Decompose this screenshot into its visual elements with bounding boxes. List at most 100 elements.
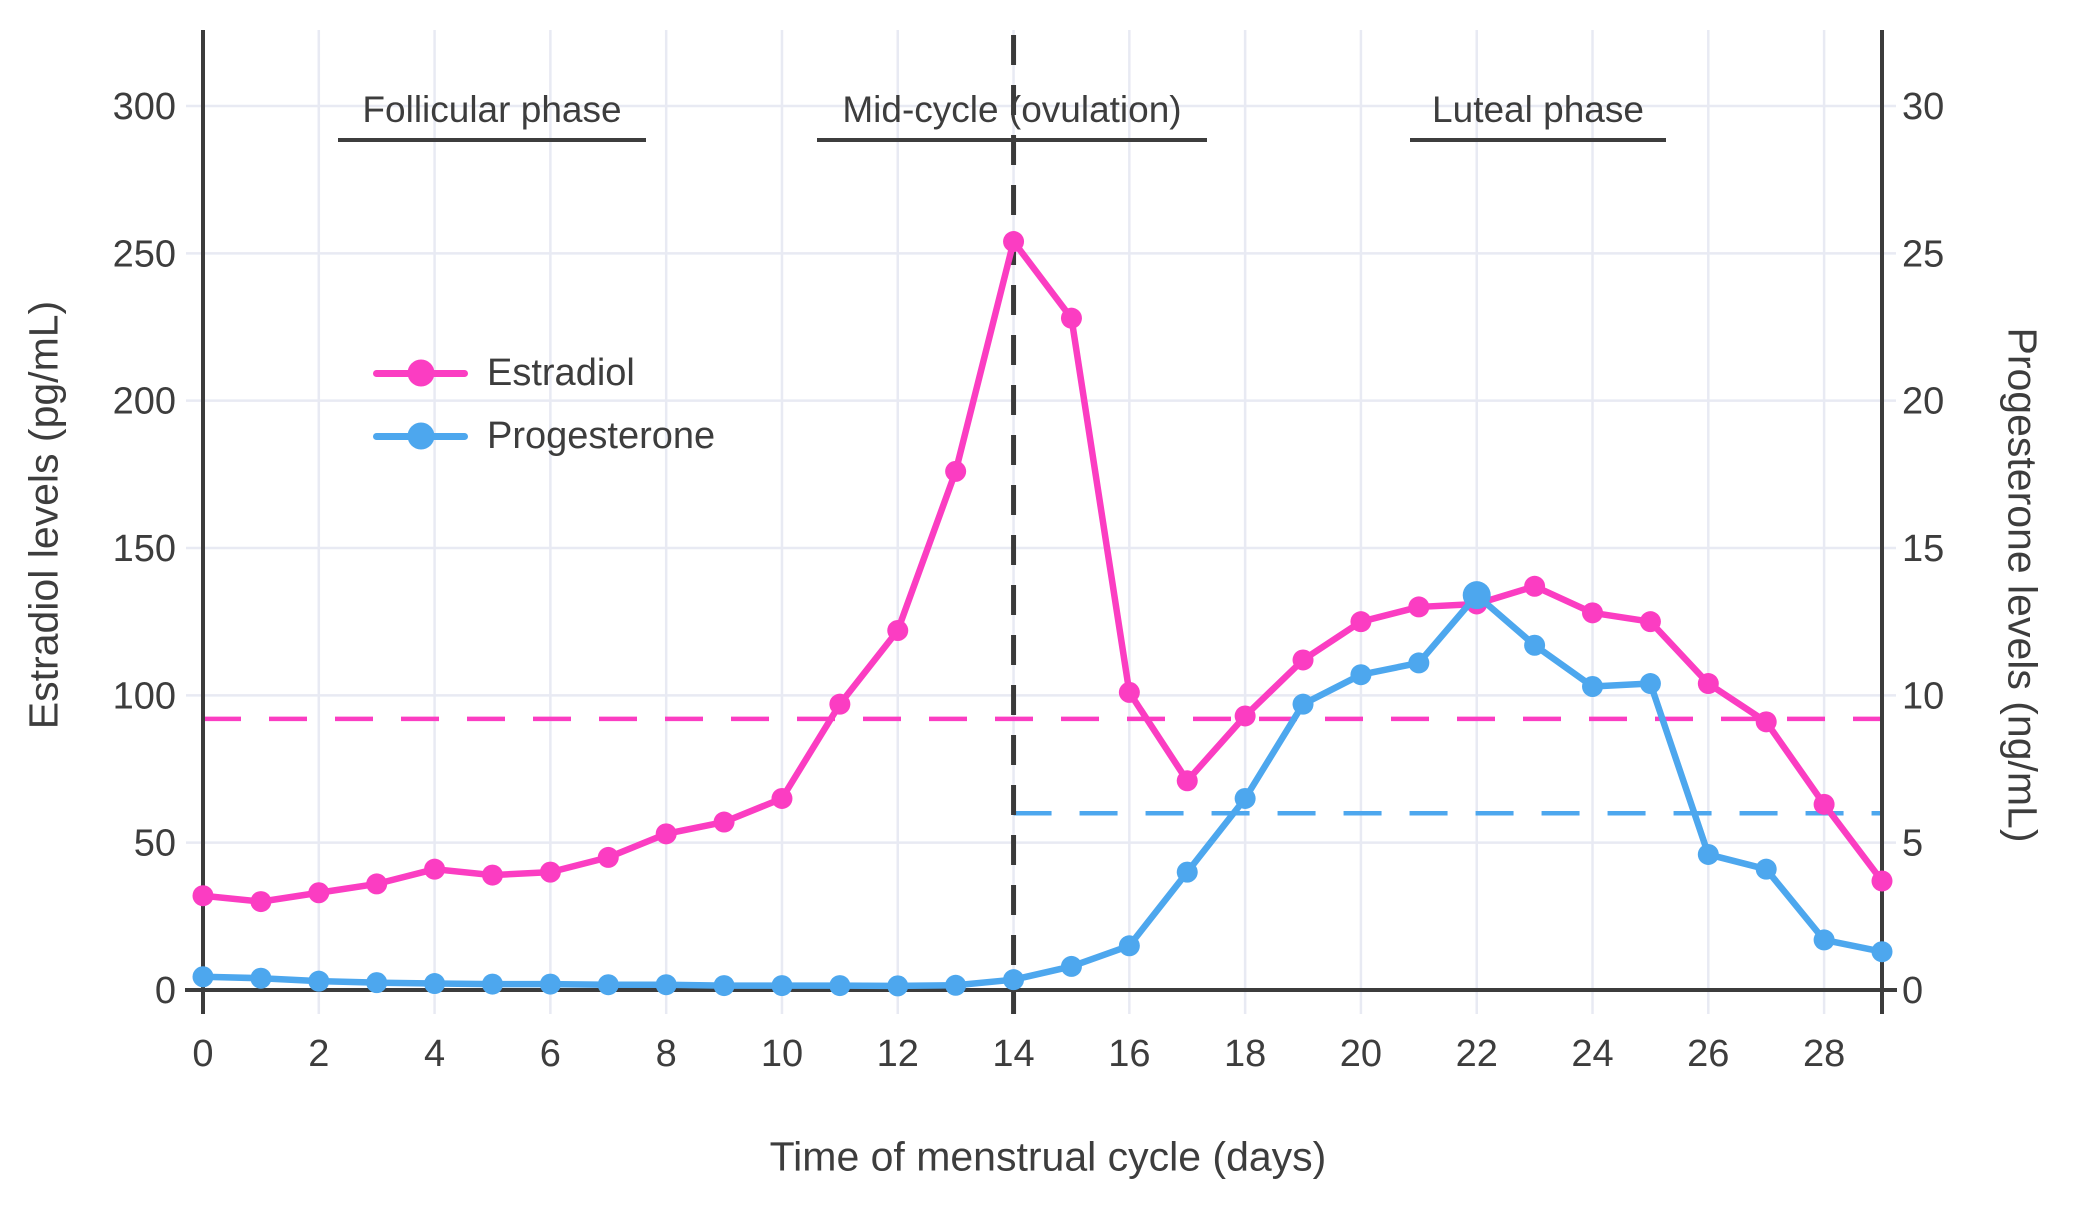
y-right-tick-label: 25 xyxy=(1902,233,1944,275)
estradiol-point xyxy=(1871,870,1893,892)
estradiol-point xyxy=(597,846,619,868)
progesterone-point xyxy=(481,973,503,995)
estradiol-point xyxy=(1176,770,1198,792)
estradiol-line-marker-icon xyxy=(373,359,468,387)
y-left-tick-label: 100 xyxy=(113,675,176,717)
progesterone-point xyxy=(655,974,677,996)
estradiol-point xyxy=(1408,596,1430,618)
progesterone-point xyxy=(1697,843,1719,865)
x-tick-label: 24 xyxy=(1571,1033,1613,1075)
x-tick-label: 4 xyxy=(424,1033,445,1075)
progesterone-point xyxy=(1524,634,1546,656)
estradiol-point xyxy=(945,460,967,482)
estradiol-point xyxy=(829,693,851,715)
progesterone-point xyxy=(1292,693,1314,715)
estradiol-point xyxy=(1639,611,1661,633)
y-right-tick-label: 20 xyxy=(1902,381,1944,423)
y-left-tick-label: 250 xyxy=(113,233,176,275)
progesterone-point xyxy=(1813,929,1835,951)
progesterone-point xyxy=(308,970,330,992)
estradiol-point xyxy=(1003,231,1025,253)
x-tick-label: 22 xyxy=(1456,1033,1498,1075)
estradiol-point xyxy=(887,620,909,642)
y-axis-title-right: Progesterone levels (ng/mL) xyxy=(1999,327,2046,843)
progesterone-point xyxy=(1350,664,1372,686)
x-tick-label: 14 xyxy=(992,1033,1034,1075)
progesterone-point xyxy=(1003,969,1025,991)
phase-label-follicular: Follicular phase xyxy=(362,89,622,130)
progesterone-point xyxy=(1234,787,1256,809)
legend-item-progesterone: Progesterone xyxy=(373,412,715,460)
y-right-tick-label: 15 xyxy=(1902,528,1944,570)
y-left-tick-label: 50 xyxy=(134,823,176,865)
phase-underline-follicular xyxy=(338,138,646,142)
estradiol-point xyxy=(1118,681,1140,703)
progesterone-point xyxy=(1060,955,1082,977)
estradiol-point xyxy=(771,787,793,809)
progesterone-point xyxy=(771,975,793,997)
x-tick-label: 18 xyxy=(1224,1033,1266,1075)
y-right-tick-label: 0 xyxy=(1902,970,1923,1012)
phase-label-luteal: Luteal phase xyxy=(1432,89,1644,130)
phase-label-midcycle: Mid-cycle (ovulation) xyxy=(842,89,1182,130)
estradiol-point xyxy=(713,811,735,833)
estradiol-point xyxy=(1060,307,1082,329)
y-right-tick-label: 5 xyxy=(1902,823,1923,865)
estradiol-point xyxy=(1582,602,1604,624)
x-tick-label: 12 xyxy=(877,1033,919,1075)
y-axis-title-left: Estradiol levels (pg/mL) xyxy=(20,300,67,730)
estradiol-point xyxy=(539,861,561,883)
estradiol-line xyxy=(199,238,1886,905)
progesterone-line-marker-icon xyxy=(373,422,468,450)
y-left-tick-label: 300 xyxy=(113,86,176,128)
x-tick-label: 8 xyxy=(656,1033,677,1075)
progesterone-point xyxy=(539,973,561,995)
x-tick-label: 10 xyxy=(761,1033,803,1075)
progesterone-point xyxy=(1871,941,1893,963)
estradiol-point xyxy=(481,864,503,886)
estradiol-point xyxy=(424,858,446,880)
legend-item-estradiol: Estradiol xyxy=(373,349,715,397)
x-axis-title: Time of menstrual cycle (days) xyxy=(769,1133,1327,1180)
progesterone-point xyxy=(1582,675,1604,697)
progesterone-point xyxy=(366,972,388,994)
legend: Estradiol Progesterone xyxy=(373,349,715,475)
y-left-tick-label: 150 xyxy=(113,528,176,570)
progesterone-point xyxy=(1462,581,1491,610)
x-tick-label: 28 xyxy=(1803,1033,1845,1075)
progesterone-line xyxy=(199,591,1886,990)
x-tick-label: 6 xyxy=(540,1033,561,1075)
x-tick-label: 2 xyxy=(308,1033,329,1075)
x-tick-label: 26 xyxy=(1687,1033,1729,1075)
progesterone-point xyxy=(887,975,909,997)
progesterone-point xyxy=(1176,861,1198,883)
estradiol-point xyxy=(1755,711,1777,733)
estradiol-point xyxy=(366,873,388,895)
estradiol-point xyxy=(1697,673,1719,695)
x-tick-label: 16 xyxy=(1108,1033,1150,1075)
progesterone-point xyxy=(829,975,851,997)
progesterone-point xyxy=(192,966,214,988)
y-left-tick-label: 200 xyxy=(113,381,176,423)
x-tick-label: 0 xyxy=(192,1033,213,1075)
progesterone-point xyxy=(1408,652,1430,674)
progesterone-point xyxy=(1639,673,1661,695)
estradiol-point xyxy=(1524,575,1546,597)
progesterone-point xyxy=(424,973,446,995)
legend-label-estradiol: Estradiol xyxy=(487,351,635,394)
progesterone-point xyxy=(945,974,967,996)
estradiol-point xyxy=(1813,793,1835,815)
estradiol-point xyxy=(250,891,272,913)
progesterone-point xyxy=(713,975,735,997)
phase-underline-midcycle xyxy=(817,138,1207,142)
progesterone-point xyxy=(1755,858,1777,880)
estradiol-point xyxy=(1350,611,1372,633)
estradiol-point xyxy=(308,882,330,904)
estradiol-point xyxy=(1292,649,1314,671)
x-tick-label: 20 xyxy=(1340,1033,1382,1075)
phase-underline-luteal xyxy=(1410,138,1666,142)
y-left-tick-label: 0 xyxy=(155,970,176,1012)
progesterone-point xyxy=(1118,935,1140,957)
